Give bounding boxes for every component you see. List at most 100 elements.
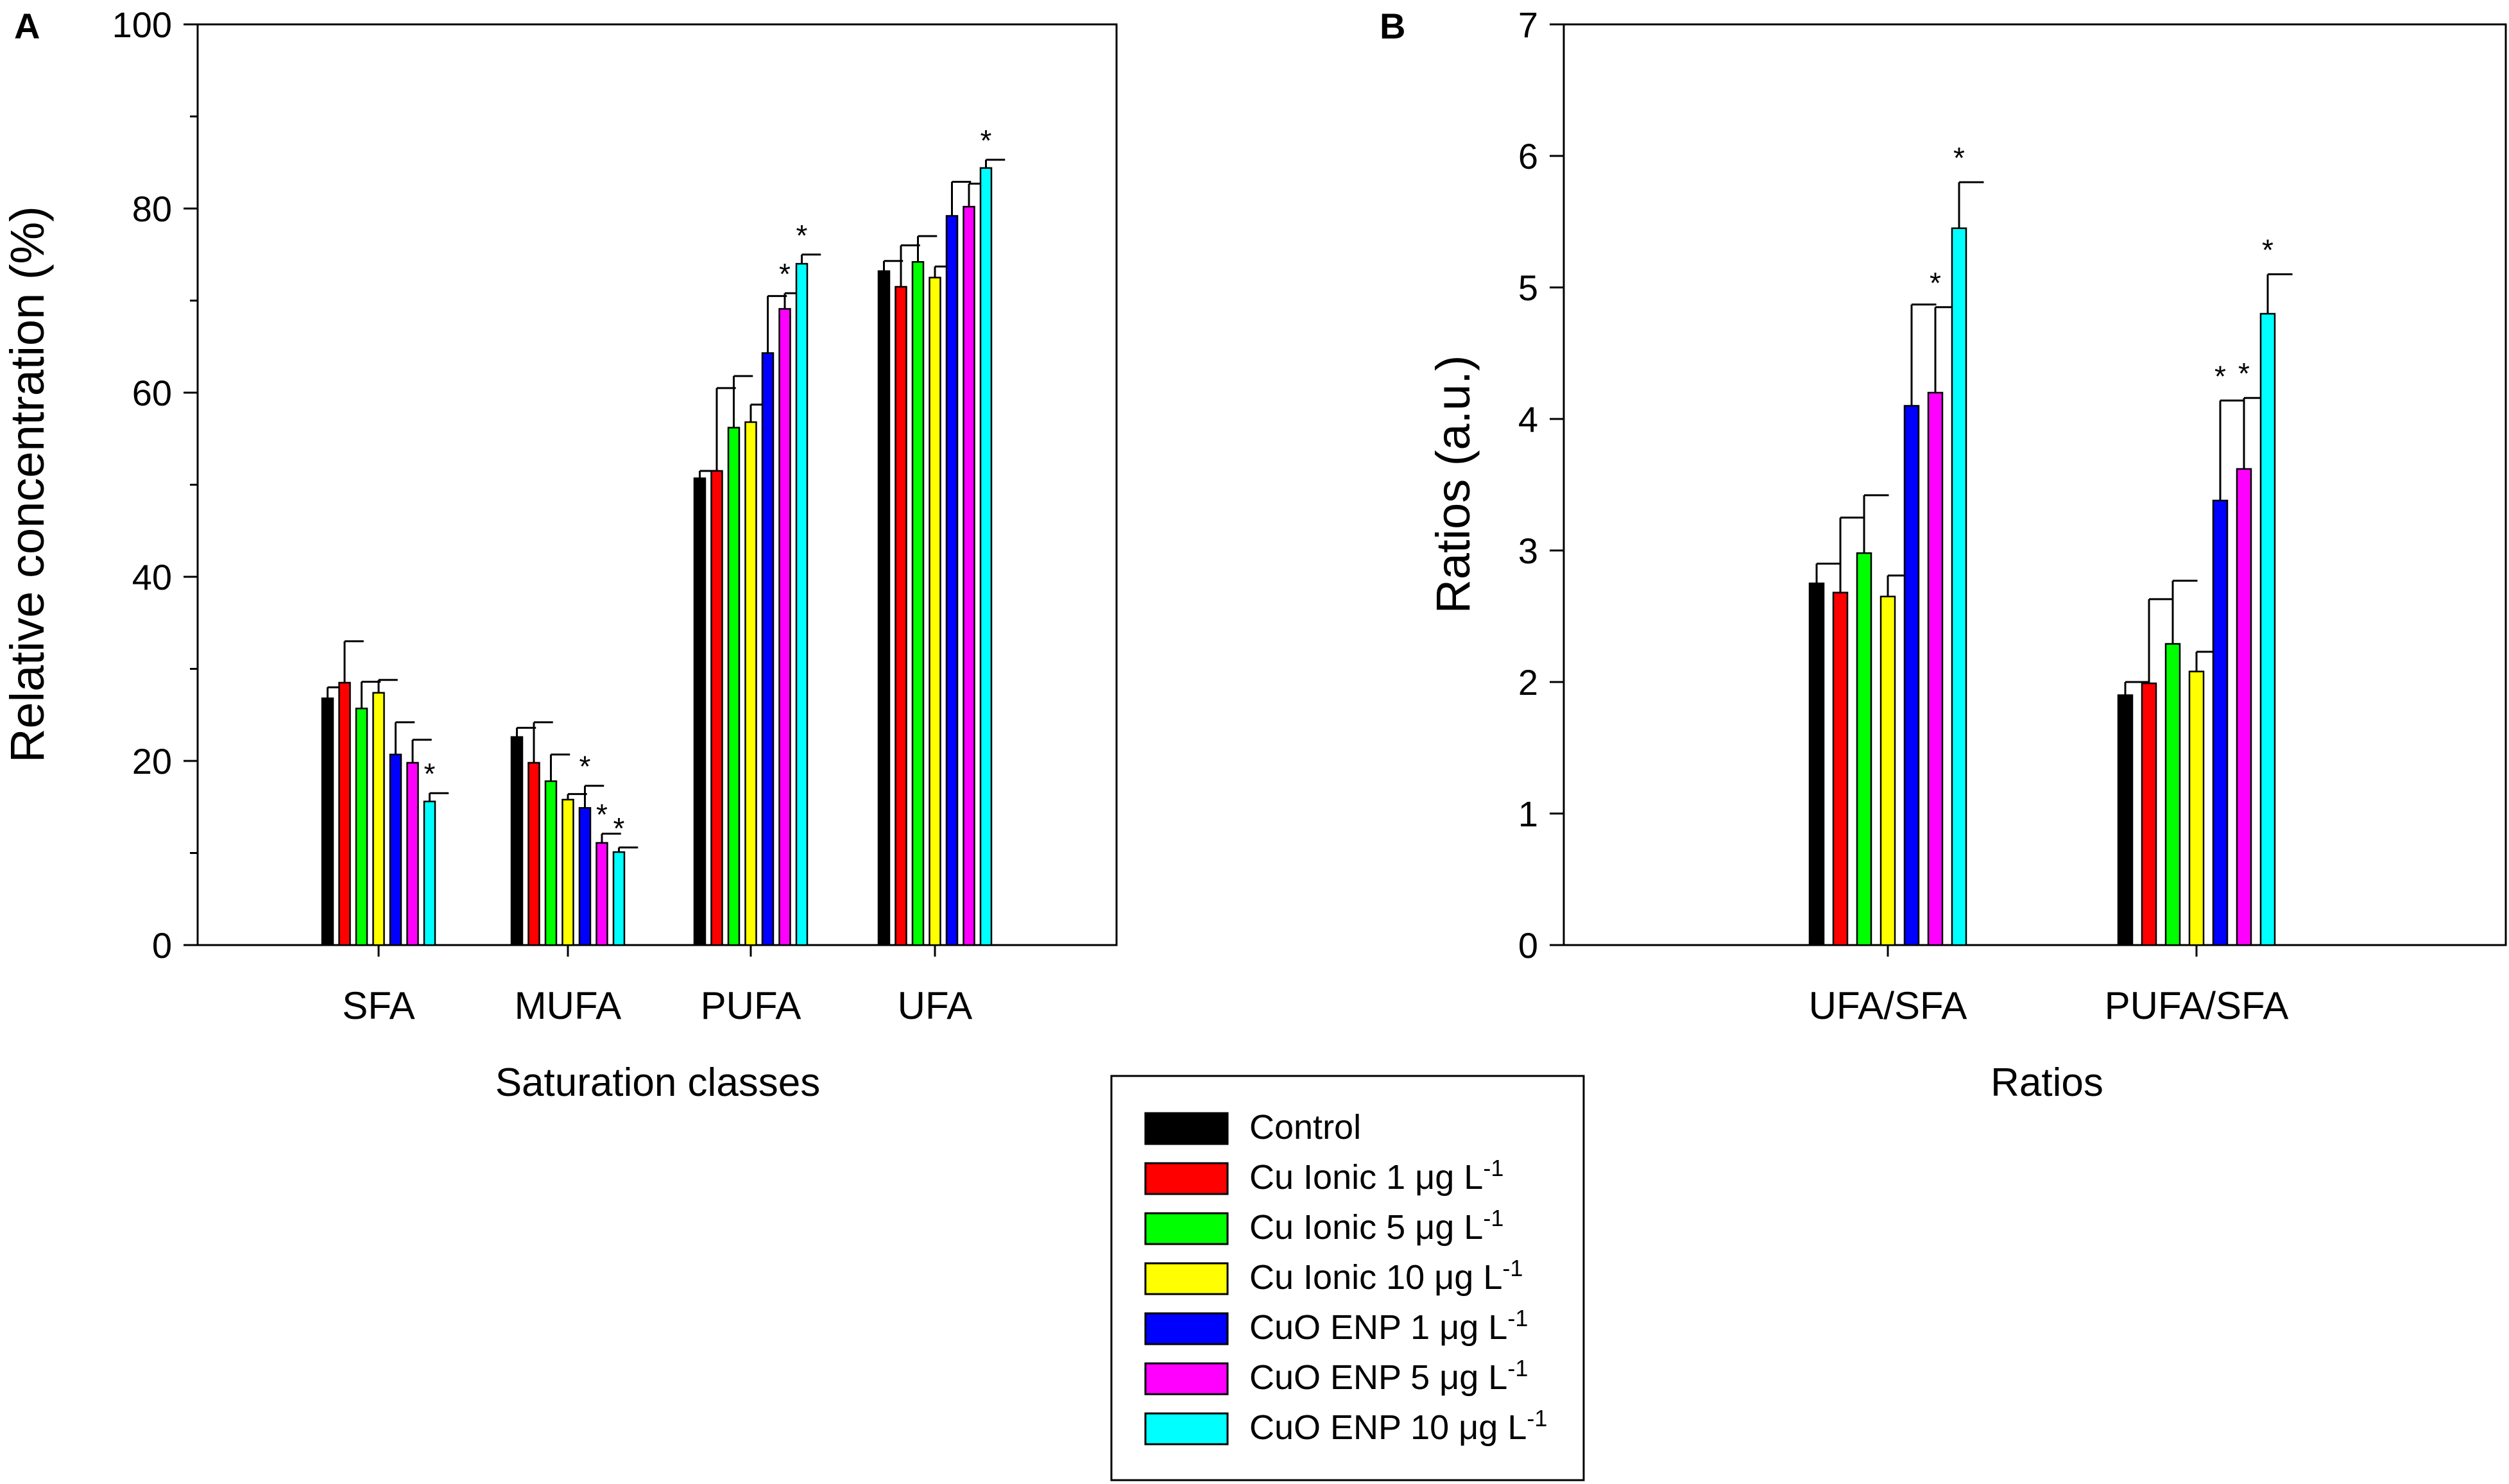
y-tick-label: 7 [1518, 4, 1538, 45]
bar [2141, 682, 2157, 946]
legend-label-exponent: -1 [1527, 1405, 1547, 1431]
y-tick-label: 60 [132, 373, 172, 413]
bar [1808, 583, 1825, 946]
bar [389, 753, 402, 946]
legend-label-text: Cu Ionic 5 [1249, 1208, 1415, 1247]
bar [527, 762, 540, 946]
bar [929, 277, 941, 946]
bar [727, 427, 741, 946]
bar [423, 800, 436, 946]
legend-label: Cu Ionic 10 μg L-1 [1249, 1255, 1523, 1297]
panel-a-bars: ******* [321, 124, 1006, 946]
legend-swatch [1144, 1112, 1229, 1145]
x-tick-label: UFA [898, 984, 973, 1027]
legend-label-text: CuO ENP 5 [1249, 1358, 1439, 1397]
bar [1951, 227, 1967, 946]
significance-star: * [596, 797, 608, 831]
legend-label: CuO ENP 10 μg L-1 [1249, 1405, 1547, 1447]
legend-label-text: Control [1249, 1108, 1361, 1147]
bar [895, 286, 907, 946]
significance-star: * [2262, 234, 2274, 267]
bar [406, 762, 419, 946]
bar [1856, 552, 1872, 946]
y-tick-label: 0 [152, 925, 172, 966]
significance-star: * [613, 812, 625, 845]
bar [2164, 643, 2181, 946]
y-tick-label: 4 [1518, 399, 1538, 439]
panel-b-x-labels: UFA/SFA PUFA/SFA [1809, 945, 2289, 1027]
panel-a-x-labels: SFA MUFA PUFA UFA [342, 945, 972, 1027]
legend-label-unit: μg L [1459, 1408, 1527, 1447]
legend-swatch [1144, 1162, 1229, 1195]
bar [372, 692, 385, 946]
legend-label-text: Cu Ionic 10 [1249, 1258, 1434, 1297]
bar [1903, 405, 1920, 946]
legend-label: Cu Ionic 1 μg L-1 [1249, 1155, 1503, 1197]
bar [1927, 391, 1944, 946]
legend-label: CuO ENP 1 μg L-1 [1249, 1305, 1528, 1347]
significance-star: * [1930, 266, 1941, 300]
bar [355, 707, 368, 946]
bar [945, 215, 959, 946]
legend-label: Control [1249, 1108, 1361, 1147]
bar [321, 697, 334, 946]
y-tick-label: 5 [1518, 268, 1538, 308]
legend-label-unit: μg L [1439, 1308, 1507, 1347]
legend-label-exponent: -1 [1507, 1355, 1528, 1381]
bar [2236, 468, 2252, 946]
bar [2259, 312, 2276, 946]
legend-label-text: Cu Ionic 1 [1249, 1158, 1415, 1197]
legend-label-text: CuO ENP 10 [1249, 1408, 1459, 1447]
x-tick-label: PUFA/SFA [2105, 984, 2289, 1027]
legend-label: Cu Ionic 5 μg L-1 [1249, 1205, 1503, 1247]
bar [963, 205, 975, 946]
y-tick-label: 80 [132, 189, 172, 229]
bar [544, 780, 558, 946]
panel-a-letter: A [14, 6, 40, 46]
bar [578, 806, 592, 946]
legend-swatch [1144, 1312, 1229, 1345]
bar [911, 260, 925, 946]
legend-swatch [1144, 1362, 1229, 1395]
bar [1832, 592, 1849, 946]
legend-label: CuO ENP 5 μg L-1 [1249, 1355, 1528, 1397]
legend-label-unit: μg L [1415, 1158, 1483, 1197]
bar [693, 477, 706, 946]
y-tick-label: 20 [132, 741, 172, 781]
panel-b-y-axis-title: Ratios (a.u.) [1426, 355, 1480, 613]
bar [761, 352, 775, 946]
bar [561, 799, 574, 946]
legend-swatch [1144, 1262, 1229, 1295]
bar [744, 421, 757, 946]
y-tick-label: 0 [1518, 925, 1538, 966]
x-tick-label: PUFA [701, 984, 801, 1027]
significance-star: * [424, 757, 436, 790]
bar [510, 736, 524, 946]
x-tick-label: SFA [342, 984, 415, 1027]
significance-star: * [2214, 359, 2226, 393]
significance-star: * [2238, 357, 2250, 390]
y-tick-label: 6 [1518, 136, 1538, 176]
panel-a-plot-frame [196, 23, 1118, 946]
bar [877, 270, 891, 946]
legend-swatch [1144, 1412, 1229, 1446]
significance-star: * [779, 257, 791, 291]
panel-a-y-axis: 0 20 40 60 80 100 [112, 4, 198, 966]
bar [710, 470, 723, 946]
legend-label-unit: μg L [1415, 1208, 1483, 1247]
bar [778, 308, 791, 946]
panel-b-plot-frame [1563, 23, 2507, 946]
legend-label-exponent: -1 [1502, 1255, 1523, 1281]
y-tick-label: 2 [1518, 662, 1538, 703]
significance-star: * [579, 750, 591, 783]
bar [2188, 670, 2205, 946]
panel-b-letter: B [1380, 6, 1405, 46]
bar [595, 842, 608, 946]
y-tick-label: 100 [112, 4, 172, 45]
y-tick-label: 40 [132, 557, 172, 597]
y-tick-label: 3 [1518, 531, 1538, 571]
legend-label-exponent: -1 [1483, 1205, 1503, 1231]
